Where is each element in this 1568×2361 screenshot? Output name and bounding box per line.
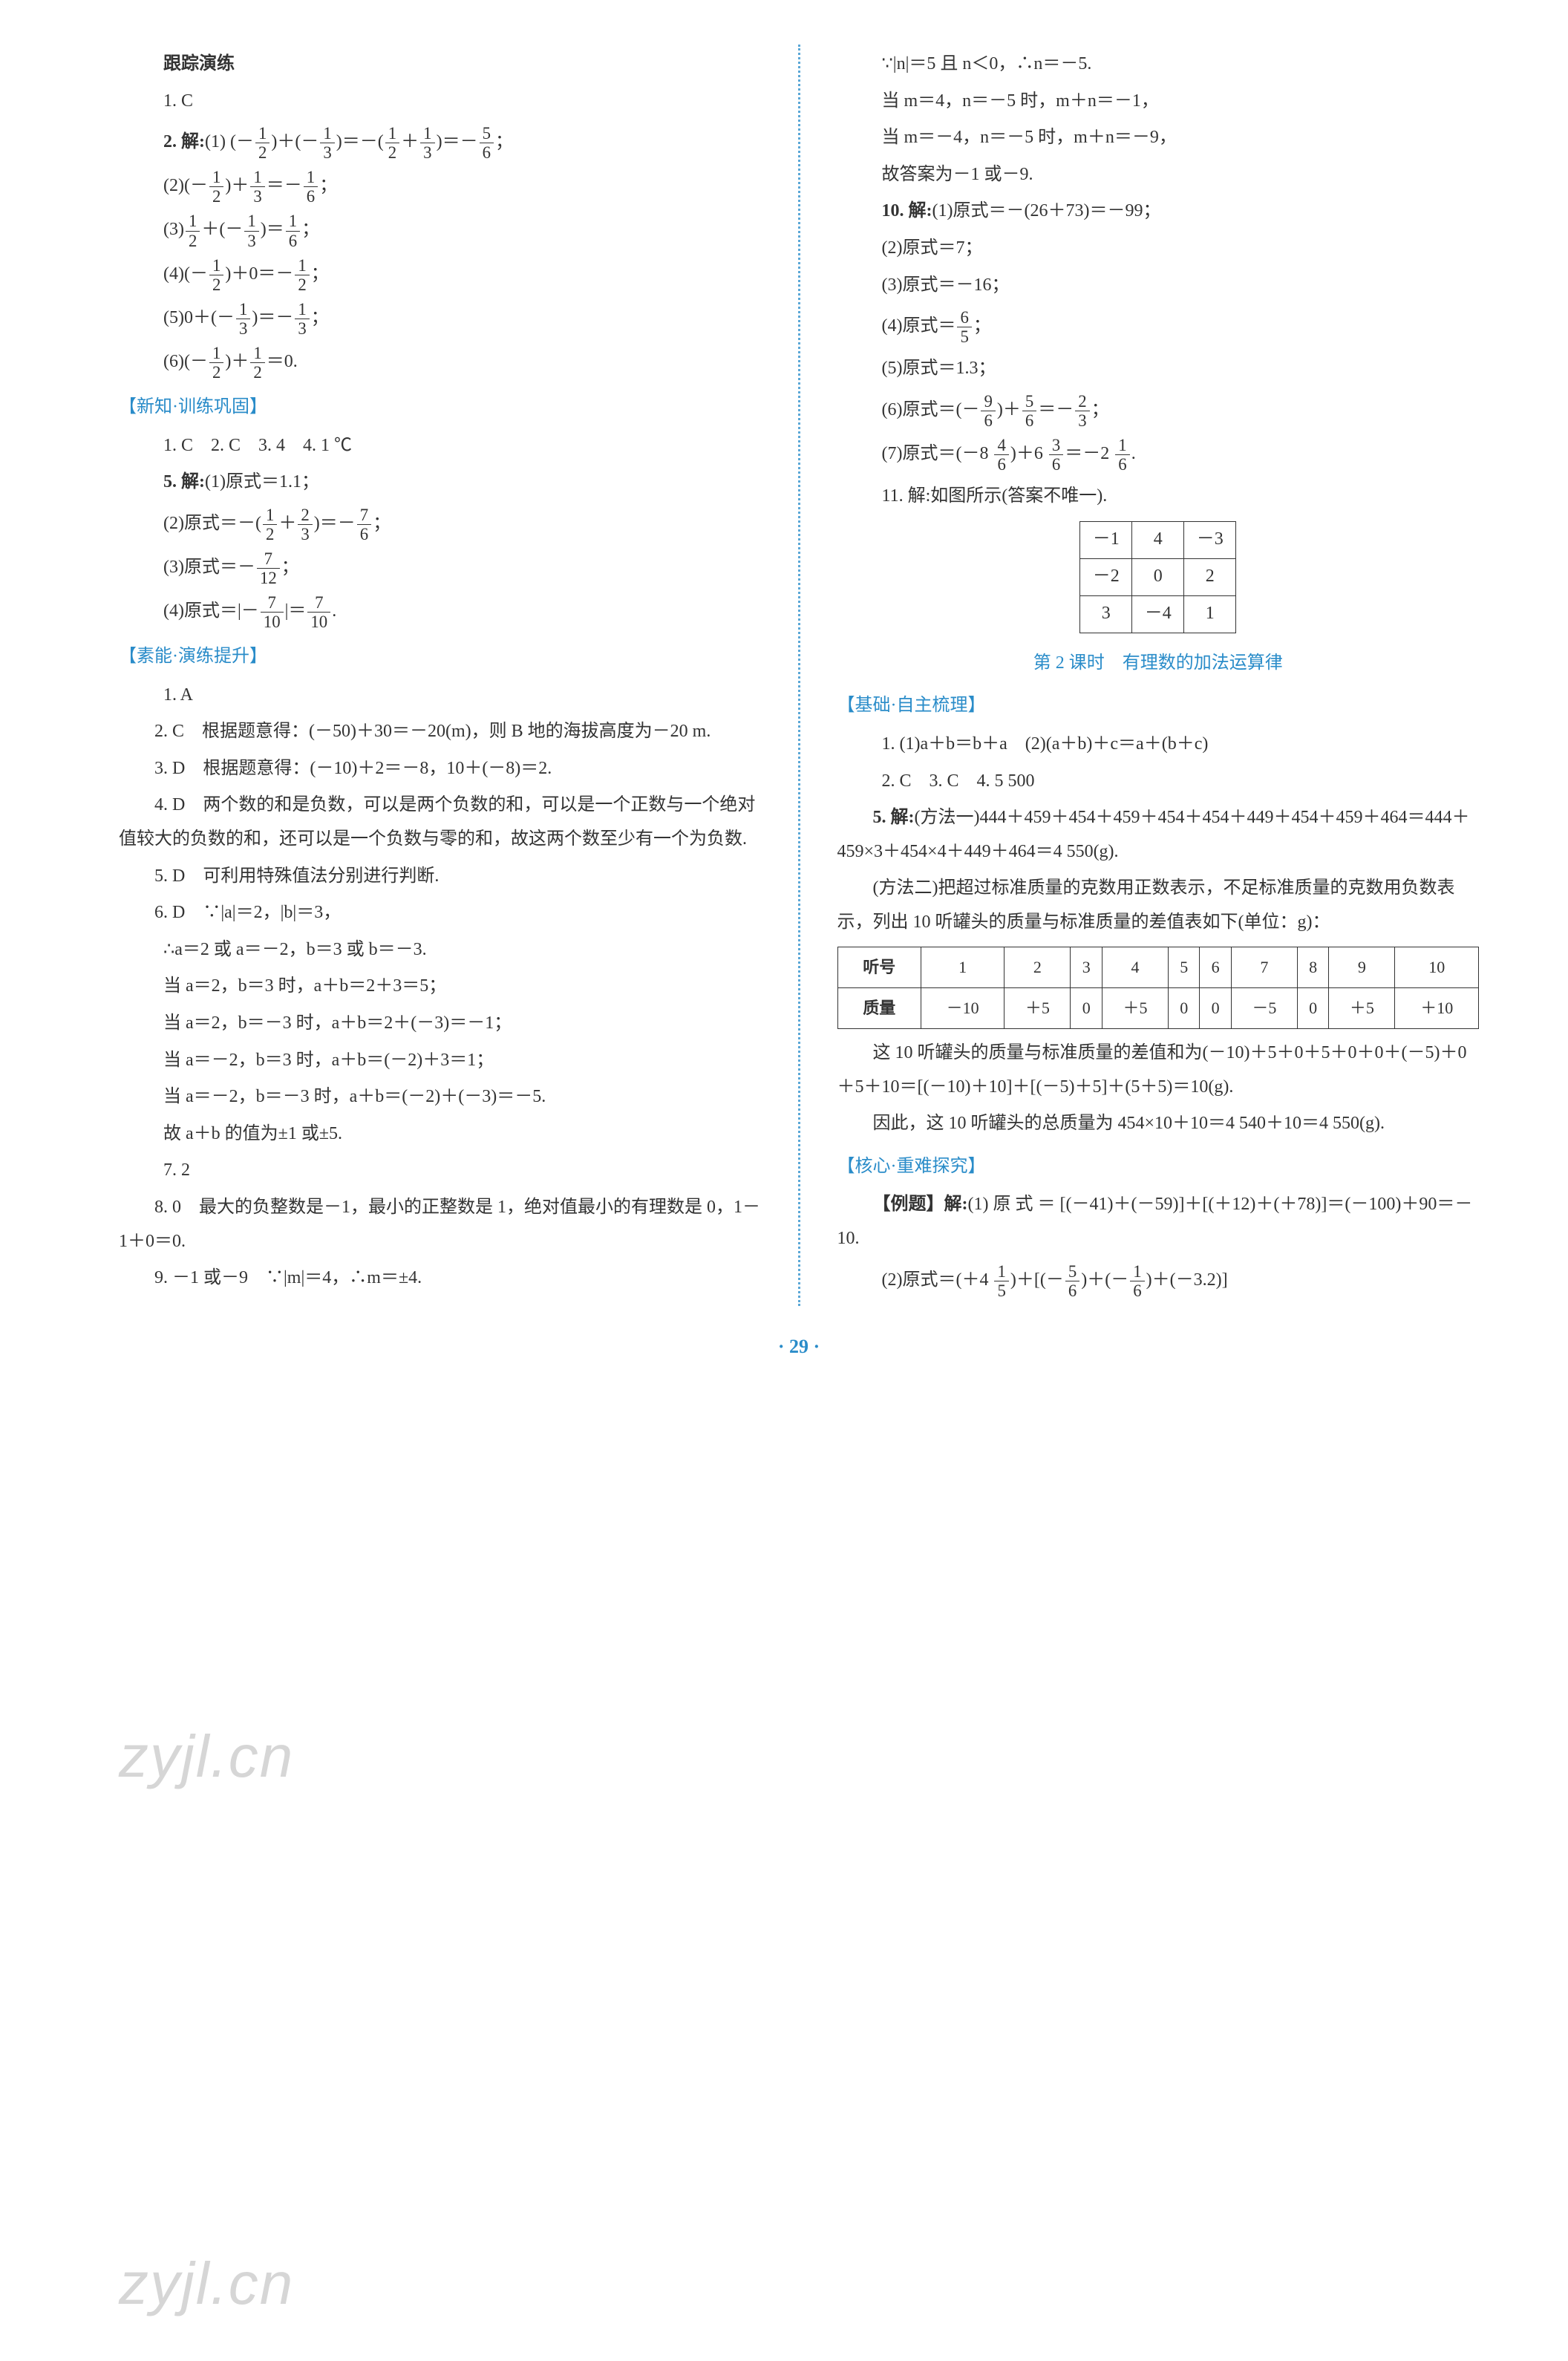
practice-title: 跟踪演练	[119, 48, 761, 82]
q1: 1. C	[119, 85, 761, 119]
q2-1: 2. 解:(1) (－12)＋(－13)＝－(12＋13)＝－56；	[119, 124, 761, 162]
sn-q2: 2. C 根据题意得：(－50)＋30＝－20(m)，则 B 地的海拔高度为－2…	[119, 715, 761, 749]
q2-5: (5)0＋(－13)＝－13；	[119, 300, 761, 338]
xz-row1: 1. C 2. C 3. 4 4. 1 ℃	[119, 429, 761, 463]
xz-q5-1: 5. 解:(1)原式＝1.1；	[119, 466, 761, 500]
table-cell: 0	[1132, 558, 1184, 595]
sn-q6a: 6. D ∵|a|＝2，|b|＝3，	[119, 896, 761, 930]
table-cell: 2	[1184, 558, 1236, 595]
r-cont-c: 当 m＝－4，n＝－5 时，m＋n＝－9，	[837, 121, 1480, 155]
sn-q7: 7. 2	[119, 1154, 761, 1188]
jc-q1: 1. (1)a＋b＝b＋a (2)(a＋b)＋c＝a＋(b＋c)	[837, 728, 1480, 762]
q2-3: (3)12＋(－13)＝16；	[119, 212, 761, 249]
table-cell: 0	[1200, 988, 1231, 1029]
lesson-title: 第 2 课时 有理数的加法运算律	[837, 647, 1480, 681]
table-cell: 0	[1297, 988, 1328, 1029]
q10-3: (3)原式＝－16；	[837, 269, 1480, 303]
jc-q5-m2c: 因此，这 10 听罐头的总质量为 454×10＋10＝4 540＋10＝4 55…	[837, 1107, 1480, 1141]
q10-7: (7)原式＝(－8 46)＋6 36＝－2 16.	[837, 436, 1480, 474]
section-suneng: 【素能·演练提升】	[119, 640, 761, 674]
section-hexin: 【核心·重难探究】	[837, 1150, 1480, 1184]
table-cell: 5	[1169, 947, 1200, 988]
table-cell: 0	[1169, 988, 1200, 1029]
jc-q5-m2a: (方法二)把超过标准质量的克数用正数表示，不足标准质量的克数用负数表示，列出 1…	[837, 872, 1480, 939]
section-jichu: 【基础·自主梳理】	[837, 689, 1480, 723]
sn-q6b: ∴a＝2 或 a＝－2，b＝3 或 b＝－3.	[119, 933, 761, 967]
sn-q3: 3. D 根据题意得：(－10)＋2＝－8，10＋(－8)＝2.	[119, 752, 761, 786]
magic-square-table: －14－3 －202 3－41	[1079, 521, 1236, 633]
q2-4: (4)(－12)＋0＝－12；	[119, 256, 761, 294]
hx-1: 【例题】解:(1) 原 式 ＝ [(－41)＋(－59)]＋[(＋12)＋(＋7…	[837, 1188, 1480, 1255]
table-cell: 1	[1184, 595, 1236, 633]
q10-2: (2)原式＝7；	[837, 232, 1480, 266]
table-cell: 6	[1200, 947, 1231, 988]
hx-2: (2)原式＝(＋4 15)＋[(－56)＋(－16)＋(－3.2)]	[837, 1262, 1480, 1300]
table-cell: －3	[1184, 521, 1236, 558]
table-cell: 9	[1329, 947, 1395, 988]
table-cell: －5	[1231, 988, 1297, 1029]
table-cell: －4	[1132, 595, 1184, 633]
sn-q9: 9. －1 或－9 ∵|m|＝4，∴m＝±4.	[119, 1261, 761, 1296]
q2-6: (6)(－12)＋12＝0.	[119, 344, 761, 382]
xz-q5-4: (4)原式＝|－710|＝710.	[119, 593, 761, 631]
table-cell: 3	[1080, 595, 1132, 633]
sn-q6g: 故 a＋b 的值为±1 或±5.	[119, 1117, 761, 1152]
column-divider	[798, 45, 800, 1306]
q2-2: (2)(－12)＋13＝－16；	[119, 168, 761, 206]
jc-row2: 2. C 3. C 4. 5 500	[837, 765, 1480, 799]
mass-header-label: 听号	[837, 947, 921, 988]
page-number: · 29 ·	[119, 1328, 1479, 1365]
table-cell: 3	[1071, 947, 1102, 988]
jc-q5-m1: 5. 解:(方法一)444＋459＋454＋459＋454＋454＋449＋45…	[837, 801, 1480, 869]
table-cell: 4	[1102, 947, 1168, 988]
sn-q4: 4. D 两个数的和是负数，可以是两个负数的和，可以是一个正数与一个绝对值较大的…	[119, 788, 761, 856]
sn-q6c: 当 a＝2，b＝3 时，a＋b＝2＋3＝5；	[119, 970, 761, 1004]
table-cell: －2	[1080, 558, 1132, 595]
table-cell: 2	[1004, 947, 1071, 988]
sn-q8: 8. 0 最大的负整数是－1，最小的正整数是 1，绝对值最小的有理数是 0，1－…	[119, 1191, 761, 1258]
r-cont-a: ∵|n|＝5 且 n＜0，∴n＝－5.	[837, 48, 1480, 82]
q11: 11. 解:如图所示(答案不唯一).	[837, 480, 1480, 514]
left-column: 跟踪演练 1. C 2. 解:(1) (－12)＋(－13)＝－(12＋13)＝…	[119, 45, 761, 1306]
mass-table: 听号 1 2 3 4 5 6 7 8 9 10 质量 －10 ＋5 0 ＋5 0…	[837, 947, 1480, 1029]
table-cell: ＋5	[1329, 988, 1395, 1029]
table-cell: 8	[1297, 947, 1328, 988]
mass-row-label: 质量	[837, 988, 921, 1029]
xz-q5-3: (3)原式＝－712；	[119, 549, 761, 587]
watermark: zyjl.cn	[119, 2227, 294, 2340]
q10-6: (6)原式＝(－96)＋56＝－23；	[837, 392, 1480, 430]
table-cell: 7	[1231, 947, 1297, 988]
table-cell: －10	[921, 988, 1004, 1029]
sn-q5: 5. D 可利用特殊值法分别进行判断.	[119, 860, 761, 894]
q10-5: (5)原式＝1.3；	[837, 352, 1480, 386]
table-cell: 4	[1132, 521, 1184, 558]
table-cell: 10	[1395, 947, 1479, 988]
sn-q6e: 当 a＝－2，b＝3 时，a＋b＝(－2)＋3＝1；	[119, 1044, 761, 1078]
r-cont-b: 当 m＝4，n＝－5 时，m＋n＝－1，	[837, 85, 1480, 119]
right-column: ∵|n|＝5 且 n＜0，∴n＝－5. 当 m＝4，n＝－5 时，m＋n＝－1，…	[837, 45, 1480, 1306]
sn-q6d: 当 a＝2，b＝－3 时，a＋b＝2＋(－3)＝－1；	[119, 1007, 761, 1041]
table-cell: 1	[921, 947, 1004, 988]
jc-q5-m2b: 这 10 听罐头的质量与标准质量的差值和为(－10)＋5＋0＋5＋0＋0＋(－5…	[837, 1036, 1480, 1104]
q10-1: 10. 解:(1)原式＝－(26＋73)＝－99；	[837, 195, 1480, 229]
table-cell: ＋5	[1102, 988, 1168, 1029]
table-cell: ＋10	[1395, 988, 1479, 1029]
q10-4: (4)原式＝65；	[837, 308, 1480, 346]
section-xinzhi: 【新知·训练巩固】	[119, 391, 761, 425]
xz-q5-2: (2)原式＝－(12＋23)＝－76；	[119, 506, 761, 543]
sn-q6f: 当 a＝－2，b＝－3 时，a＋b＝(－2)＋(－3)＝－5.	[119, 1080, 761, 1114]
r-cont-d: 故答案为－1 或－9.	[837, 158, 1480, 192]
table-cell: －1	[1080, 521, 1132, 558]
watermark: zyjl.cn	[119, 1700, 294, 1813]
sn-q1: 1. A	[119, 679, 761, 713]
table-cell: ＋5	[1004, 988, 1071, 1029]
table-cell: 0	[1071, 988, 1102, 1029]
